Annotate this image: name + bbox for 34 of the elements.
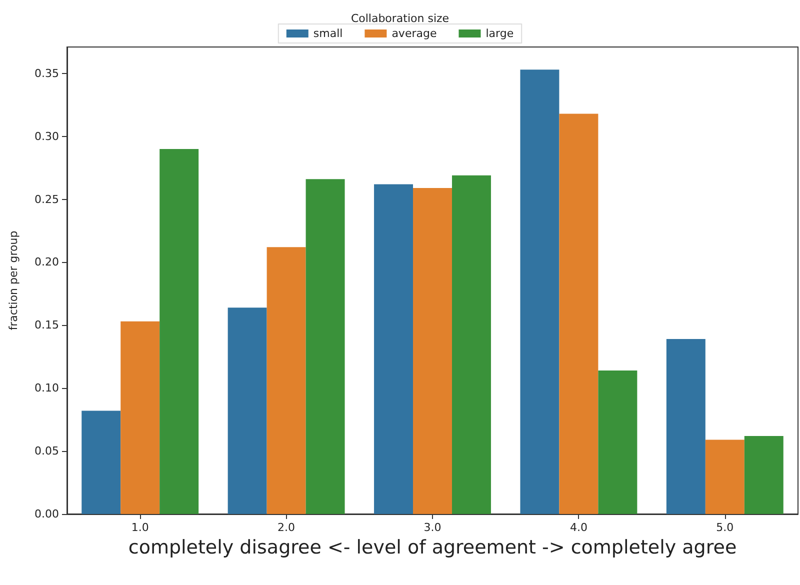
y-tick-label: 0.25: [34, 192, 59, 206]
bar: [228, 308, 267, 514]
x-tick-label: 1.0: [131, 521, 149, 534]
bar: [598, 370, 638, 514]
bar: [82, 410, 121, 514]
x-axis-title: completely disagree <- level of agreement -> completely agree: [128, 536, 737, 558]
bar: [744, 436, 784, 514]
y-tick-label: 0.20: [34, 256, 59, 269]
bar: [705, 440, 744, 514]
bar: [520, 70, 560, 514]
bar: [374, 184, 414, 514]
x-tick-label: 4.0: [570, 521, 588, 534]
y-tick-label: 0.35: [34, 66, 59, 80]
bar: [559, 114, 598, 514]
x-tick-label: 2.0: [278, 521, 296, 534]
bar: [452, 175, 491, 514]
bar: [413, 188, 452, 514]
x-tick-label: 5.0: [716, 521, 734, 534]
legend-label: large: [486, 27, 514, 40]
y-tick-label: 0.30: [34, 130, 59, 143]
bar: [306, 179, 345, 514]
y-tick-label: 0.05: [34, 444, 59, 458]
y-tick-label: 0.15: [34, 318, 59, 332]
legend-label: small: [313, 27, 343, 40]
bar: [120, 321, 160, 514]
bar: [266, 247, 306, 514]
x-tick-label: 3.0: [424, 521, 442, 534]
legend-label: average: [392, 27, 437, 40]
y-axis-title: fraction per group: [7, 230, 20, 330]
legend-title: Collaboration size: [350, 12, 450, 25]
bar: [666, 339, 706, 514]
y-tick-label: 0.10: [34, 382, 59, 395]
bar: [160, 148, 199, 514]
y-tick-label: 0.00: [34, 508, 59, 520]
